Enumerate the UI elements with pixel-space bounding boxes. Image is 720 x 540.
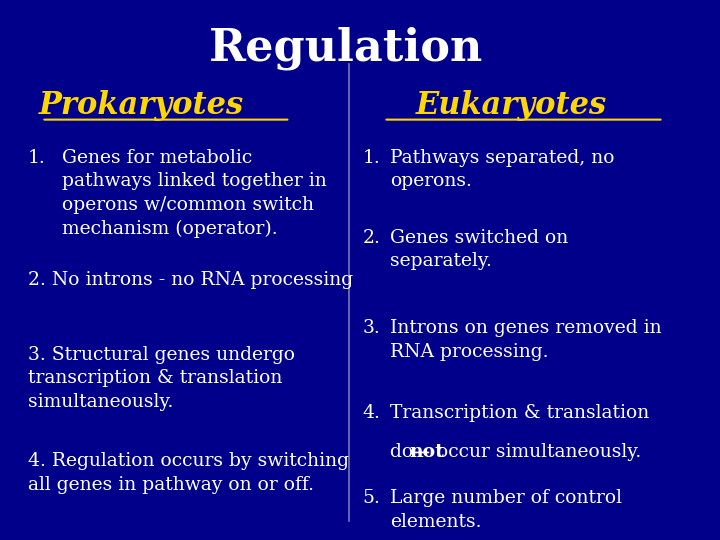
Text: 5.: 5. (363, 489, 381, 507)
Text: 4. Regulation occurs by switching
all genes in pathway on or off.: 4. Regulation occurs by switching all ge… (27, 452, 348, 494)
Text: 3.: 3. (363, 319, 381, 337)
Text: occur simultaneously.: occur simultaneously. (431, 443, 642, 461)
Text: 1.: 1. (27, 149, 45, 167)
Text: Prokaryotes: Prokaryotes (39, 90, 265, 122)
Text: Transcription & translation: Transcription & translation (390, 404, 649, 422)
Text: 2. No introns - no RNA processing: 2. No introns - no RNA processing (27, 271, 353, 289)
Text: not: not (409, 443, 444, 461)
Text: Regulation: Regulation (208, 26, 482, 70)
Text: do: do (390, 443, 420, 461)
Text: Genes for metabolic
pathways linked together in
operons w/common switch
mechanis: Genes for metabolic pathways linked toge… (62, 149, 327, 238)
Text: 2.: 2. (363, 228, 381, 247)
Text: Pathways separated, no
operons.: Pathways separated, no operons. (390, 149, 615, 191)
Text: 4.: 4. (363, 404, 381, 422)
Text: Genes switched on
separately.: Genes switched on separately. (390, 228, 569, 270)
Text: Introns on genes removed in
RNA processing.: Introns on genes removed in RNA processi… (390, 319, 662, 361)
Text: Eukaryotes: Eukaryotes (416, 90, 607, 122)
Text: 3. Structural genes undergo
transcription & translation
simultaneously.: 3. Structural genes undergo transcriptio… (27, 346, 294, 411)
Text: 1.: 1. (363, 149, 381, 167)
Text: Large number of control
elements.: Large number of control elements. (390, 489, 623, 531)
